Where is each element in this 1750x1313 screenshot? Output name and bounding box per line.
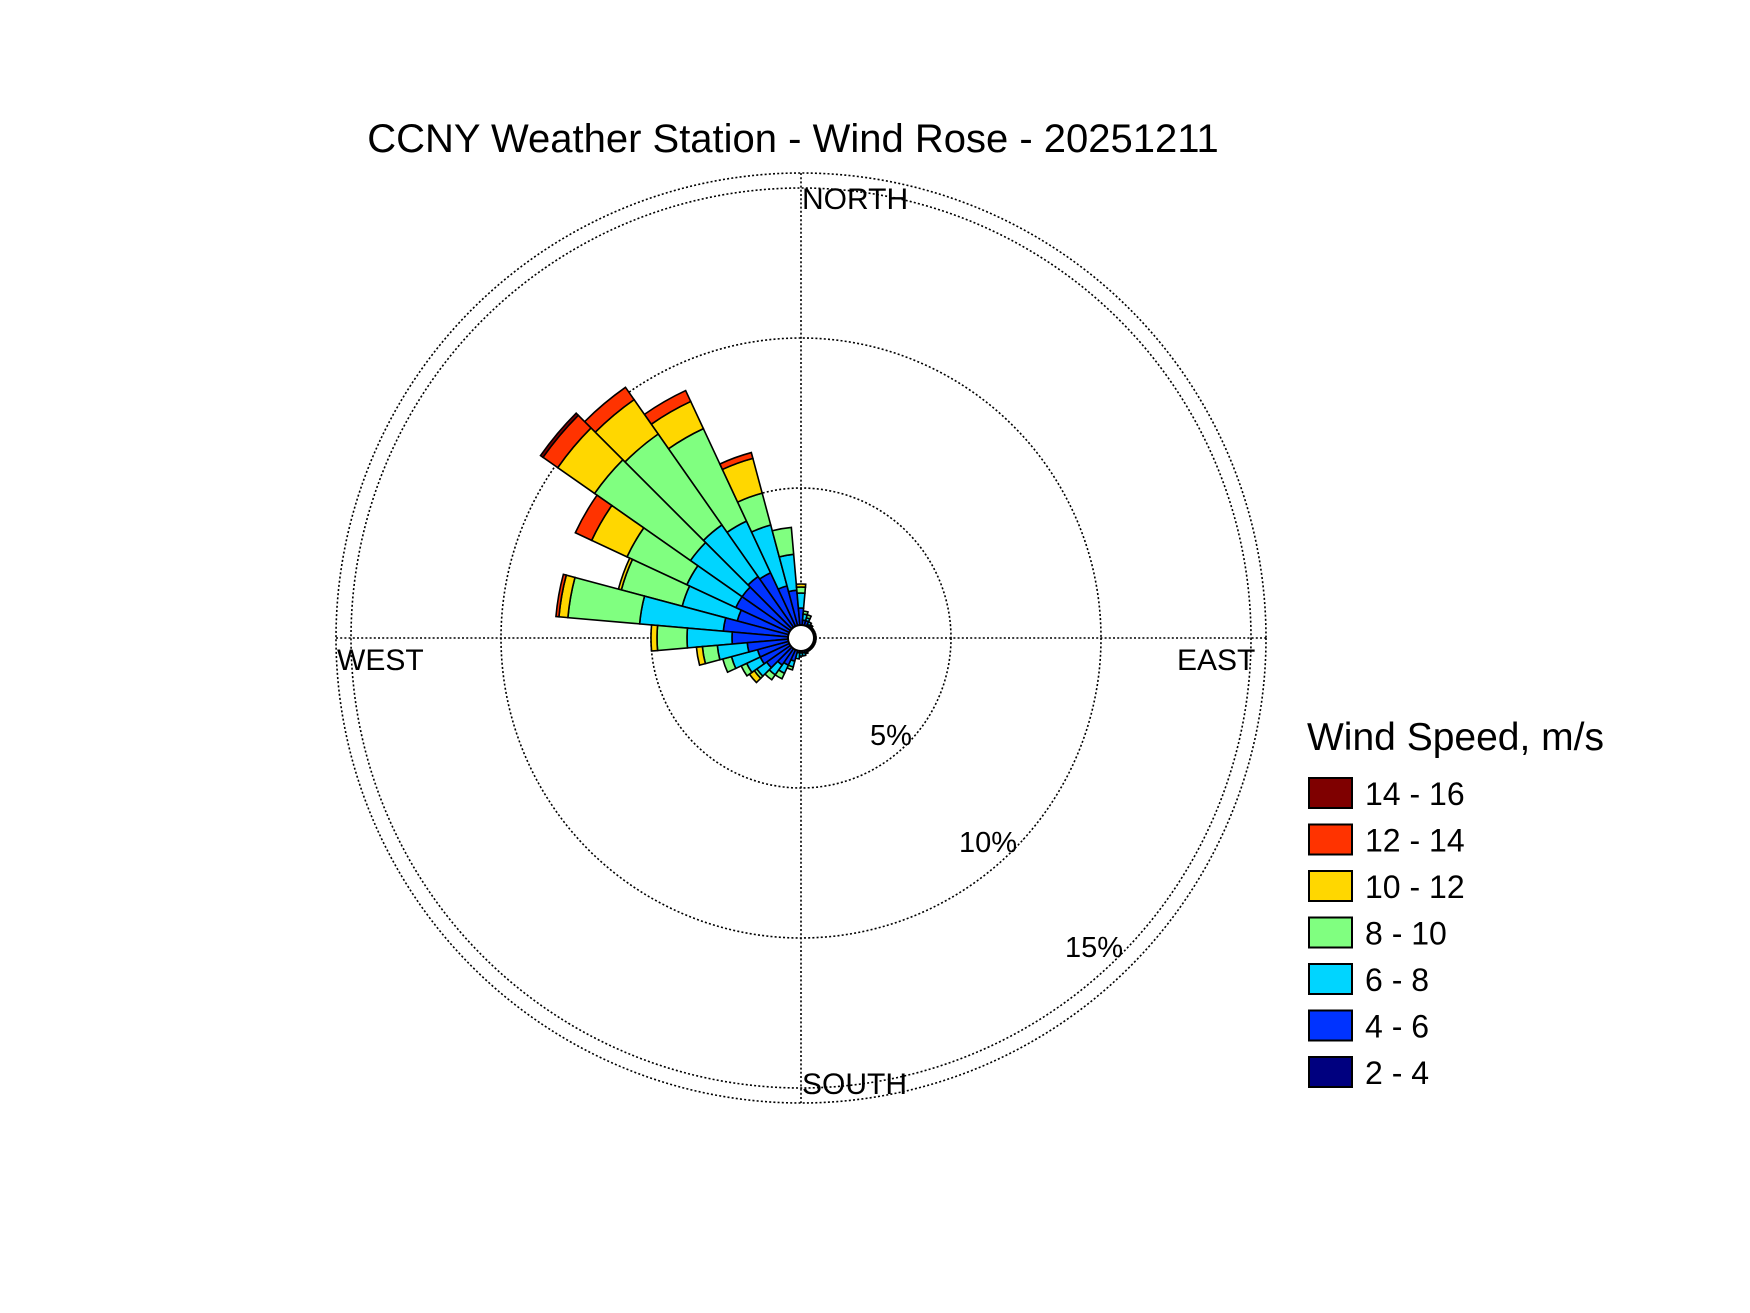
legend-swatch-12-14 [1308,823,1353,856]
direction-label-east: EAST [1177,644,1255,677]
ring-label-15: 15% [1065,932,1123,964]
wedge-340-12-14 [718,451,754,471]
wedge-270-8-10 [656,624,689,652]
legend-label-4-6: 4 - 6 [1365,1009,1429,1045]
legend-label-2-4: 2 - 4 [1365,1055,1429,1091]
sector-280 [555,573,802,639]
legend-label-10-12: 10 - 12 [1365,869,1465,905]
legend-label-6-8: 6 - 8 [1365,962,1429,998]
sector-340 [718,451,802,639]
wedge-270-10-12 [650,624,659,652]
sector-270 [650,624,802,652]
wedge-310-14-16 [539,412,580,459]
legend-swatch-2-4 [1308,1056,1353,1088]
grid-ring-15 [350,187,1252,1089]
wedge-350-8-10 [771,526,795,558]
sector-330 [643,389,802,639]
wedge-30-6-8 [806,620,813,627]
ring-label-5: 5% [870,720,912,752]
wedge-280-12-14 [555,573,568,618]
calm-center-circle [787,624,815,652]
wind-rose-plot-area [335,172,1267,1104]
chart-title: CCNY Weather Station - Wind Rose - 20251… [367,117,1219,161]
wedge-0-8-10 [795,586,807,595]
legend-swatch-14-16 [1308,777,1353,809]
legend-swatch-8-10 [1308,916,1353,949]
legend-swatch-10-12 [1308,870,1353,902]
legend-label-8-10: 8 - 10 [1365,916,1447,952]
wind-rose-wedges [539,386,817,684]
wedge-0-6-8 [796,592,806,609]
wedge-290-10-12 [617,557,634,591]
legend-label-14-16: 14 - 16 [1365,776,1465,812]
sector-310 [539,412,802,639]
sector-320 [583,386,802,639]
sector-290 [617,557,802,639]
legend-swatch-6-8 [1308,963,1353,995]
wedge-20-8-10 [805,613,813,621]
wedge-260-10-12 [695,645,707,667]
wedge-300-12-14 [574,494,613,542]
legend-items: 14 - 16 12 - 14 10 - 12 8 - 10 6 - 8 4 - 6 2 -… [1308,776,1465,1091]
legend: Wind Speed, m/s 14 - 16 12 - 14 10 - 12 8 -… [1307,716,1604,1091]
legend-swatch-4-6 [1308,1009,1353,1042]
sector-300 [574,494,802,639]
direction-label-south: SOUTH [802,1068,907,1101]
direction-label-north: NORTH [802,183,908,216]
legend-label-12-14: 12 - 14 [1365,823,1465,859]
wedge-330-12-14 [643,389,692,426]
ring-label-10: 10% [959,827,1017,859]
direction-label-west: WEST [337,644,424,677]
legend-title: Wind Speed, m/s [1307,716,1604,759]
wedge-320-12-14 [583,386,636,434]
wedge-0-10-12 [795,583,807,589]
